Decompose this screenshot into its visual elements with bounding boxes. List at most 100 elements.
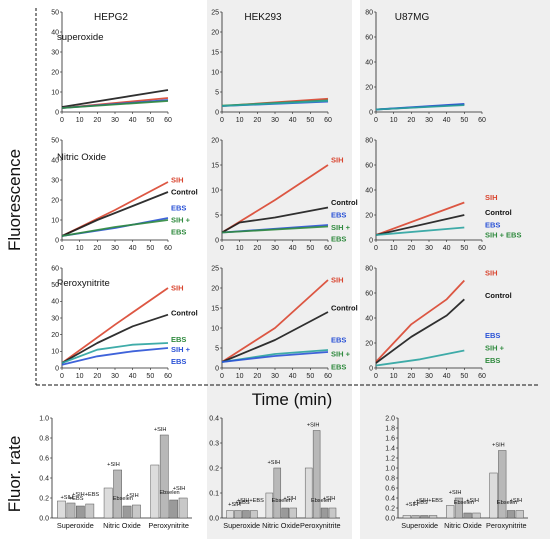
y-tick-label: 0.2 (209, 465, 219, 472)
x-tick-label: 10 (390, 373, 398, 380)
bar (515, 510, 524, 519)
bar-annotation: +SIH (268, 460, 281, 466)
y-tick-label: 0.0 (39, 515, 49, 522)
category-label: Superoxide (57, 521, 94, 530)
series-line-sih-ebs (221, 225, 329, 234)
y-tick-label: 0 (55, 109, 59, 116)
series-line-ebs (375, 349, 465, 367)
bar (312, 430, 321, 519)
y-tick-label: 10 (51, 217, 59, 224)
series-line-control (375, 298, 465, 364)
bar (226, 510, 234, 519)
bar-annotation: +SIH+EBS (416, 498, 443, 504)
bar-annotation: +SIH (126, 493, 139, 499)
series-line-sih (221, 279, 329, 363)
bar (159, 434, 169, 519)
y-tick-label: 20 (365, 340, 373, 347)
line-panel-1-2: 0 5 10 15 20 25 0 10 20 30 40 50 60 SIH Control EBS SIH … (211, 265, 357, 380)
category-label: Superoxide (223, 521, 260, 530)
x-tick-label: 10 (76, 373, 84, 380)
x-tick-label: 50 (460, 117, 468, 124)
x-tick-label: 20 (93, 373, 101, 380)
bar-annotation: Ebselen (159, 490, 179, 496)
bar (463, 512, 472, 519)
series-end-label: SIH + (485, 344, 505, 353)
x-tick-label: 20 (253, 117, 261, 124)
bar (402, 515, 411, 519)
bar-annotation: Ebselen (113, 496, 133, 502)
series-end-label: SIH (171, 284, 184, 293)
x-tick-label: 40 (129, 373, 137, 380)
line-panel-0-0: 0 10 20 30 40 50 0 10 20 30 40 50 60 (51, 9, 172, 124)
series-line-ebs (61, 347, 169, 366)
series-end-label: SIH (331, 156, 344, 165)
y-tick-label: 1.0 (385, 465, 395, 472)
y-tick-label: 60 (365, 34, 373, 41)
series-line-ebs (221, 351, 329, 363)
y-tick-label: 5 (215, 345, 219, 352)
y-tick-label: 0.0 (209, 515, 219, 522)
y-tick-label: 0.8 (385, 475, 395, 482)
x-tick-label: 10 (390, 245, 398, 252)
bar (506, 510, 516, 519)
series-end-label: Control (485, 208, 512, 217)
x-tick-label: 10 (76, 117, 84, 124)
y-tick-label: 40 (365, 315, 373, 322)
series-line-sih-ebs (61, 100, 169, 109)
y-tick-label: 20 (211, 285, 219, 292)
y-tick-label: 40 (51, 29, 59, 36)
y-tick-label: 5 (215, 212, 219, 219)
x-tick-label: 30 (271, 245, 279, 252)
y-tick-label: 0 (369, 109, 373, 116)
x-tick-label: 60 (164, 245, 172, 252)
y-tick-label: 60 (365, 290, 373, 297)
bar-annotation: +SIH (466, 498, 479, 504)
y-tick-label: 0.4 (209, 415, 219, 422)
x-tick-label: 40 (443, 373, 451, 380)
x-tick-label: 60 (324, 245, 332, 252)
y-tick-label: 25 (211, 9, 219, 16)
series-end-label: EBS (331, 211, 346, 220)
x-tick-label: 20 (407, 373, 415, 380)
y-tick-label: 15 (211, 49, 219, 56)
bar-annotation: +EBS (235, 500, 250, 506)
x-tick-label: 0 (220, 245, 224, 252)
x-tick-label: 30 (425, 245, 433, 252)
series-end-label: SIH + (171, 216, 191, 225)
series-end-label: EBS (171, 228, 186, 237)
y-tick-label: 1.8 (385, 425, 395, 432)
bar (320, 507, 329, 519)
bar-annotation: +SIH (492, 443, 505, 449)
x-tick-label: 40 (129, 245, 137, 252)
x-tick-label: 60 (478, 245, 486, 252)
bar-annotation: Ebselen (311, 498, 331, 504)
bar-annotation: +SIH (228, 502, 241, 508)
x-tick-label: 40 (289, 245, 297, 252)
y-tick-label: 10 (211, 69, 219, 76)
series-line-sih-ebs (61, 342, 169, 364)
y-tick-label: 0.2 (39, 495, 49, 502)
y-tick-label: 0.6 (385, 485, 395, 492)
x-tick-label: 0 (60, 373, 64, 380)
x-tick-label: 50 (306, 117, 314, 124)
y-tick-label: 20 (365, 212, 373, 219)
column-title-u87mg: U87MG (395, 12, 430, 23)
series-end-label: Control (485, 291, 512, 300)
category-label: Nitric Oxide (444, 521, 482, 530)
bar (454, 497, 464, 519)
bar-panel-1: 0.00.10.20.30.4Superoxide+SIH+EBS+SIH+EB… (209, 415, 340, 530)
bar (265, 492, 274, 519)
line-panel-2-0: 0 20 40 60 80 0 10 20 30 40 50 60 (365, 9, 486, 124)
x-tick-label: 40 (443, 245, 451, 252)
y-tick-label: 1.2 (385, 455, 395, 462)
y-tick-label: 80 (365, 137, 373, 144)
bar-annotation: +SIH (173, 486, 186, 492)
bar (446, 505, 455, 519)
series-end-label: SIH (485, 269, 498, 278)
y-tick-label: 20 (51, 197, 59, 204)
series-line-control (221, 99, 329, 107)
series-end-label: EBS (485, 356, 500, 365)
y-tick-label: 0.0 (385, 515, 395, 522)
x-tick-label: 50 (460, 373, 468, 380)
line-panel-1-1: 0 5 10 15 20 0 10 20 30 40 50 60 SIH Control EBS SIH + E… (211, 137, 357, 252)
